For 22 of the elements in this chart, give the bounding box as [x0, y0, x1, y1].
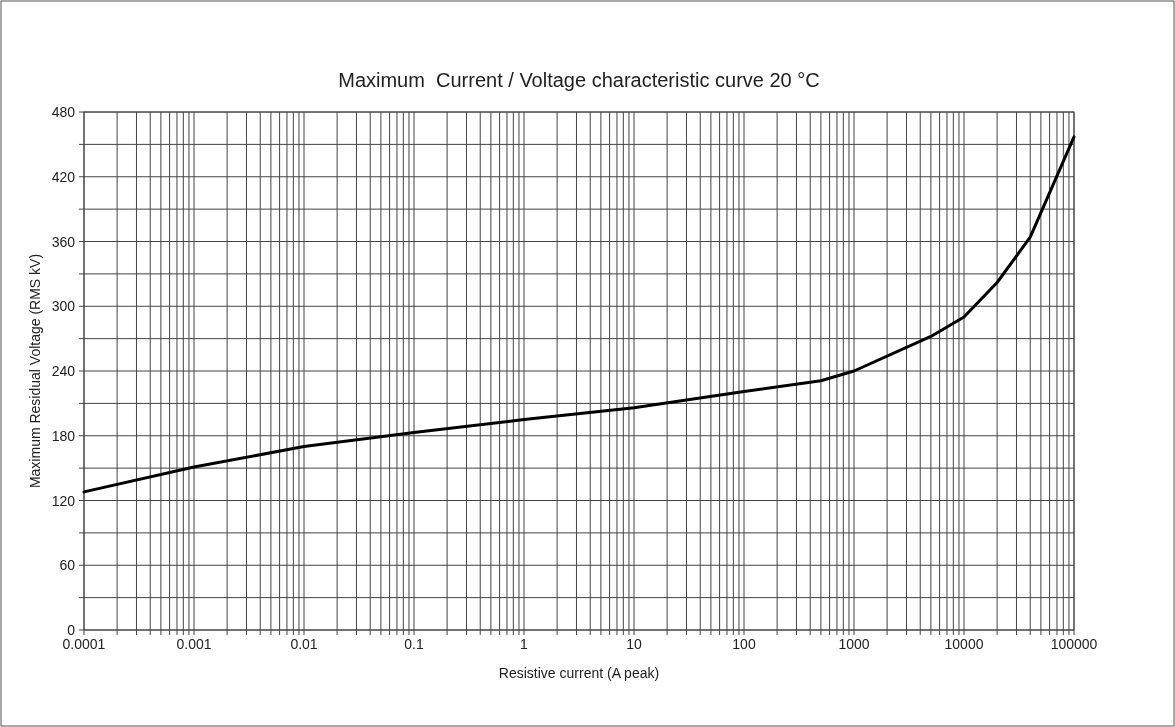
x-tick-label: 0.1 — [404, 636, 424, 652]
x-tick-label: 0.01 — [290, 636, 318, 652]
y-tick-label: 360 — [51, 233, 76, 250]
y-tick-label: 0 — [67, 622, 76, 638]
x-tick-label: 100 — [732, 636, 756, 652]
x-tick-label: 0.0001 — [62, 636, 106, 652]
x-tick-label: 1 — [520, 636, 529, 652]
y-tick-label: 480 — [51, 104, 76, 120]
x-tick-label: 0.001 — [176, 636, 212, 652]
x-tick-label: 10000 — [944, 636, 984, 652]
y-tick-label: 300 — [51, 298, 76, 315]
y-tick-label: 240 — [51, 363, 76, 379]
chart-title: Maximum Current / Voltage characteristic curve 20 °C — [338, 69, 820, 91]
y-tick-label: 60 — [59, 557, 76, 574]
y-tick-label: 420 — [51, 168, 76, 185]
x-axis-title: Resistive current (A peak) — [498, 665, 660, 681]
y-tick-label: 120 — [51, 492, 76, 509]
x-tick-label: 1000 — [838, 636, 870, 652]
y-axis-title: Maximum Residual Voltage (RMS kV) — [27, 253, 43, 489]
x-tick-label: 10 — [626, 636, 642, 652]
y-tick-label: 180 — [51, 427, 76, 444]
x-tick-label: 100000 — [1050, 636, 1098, 652]
